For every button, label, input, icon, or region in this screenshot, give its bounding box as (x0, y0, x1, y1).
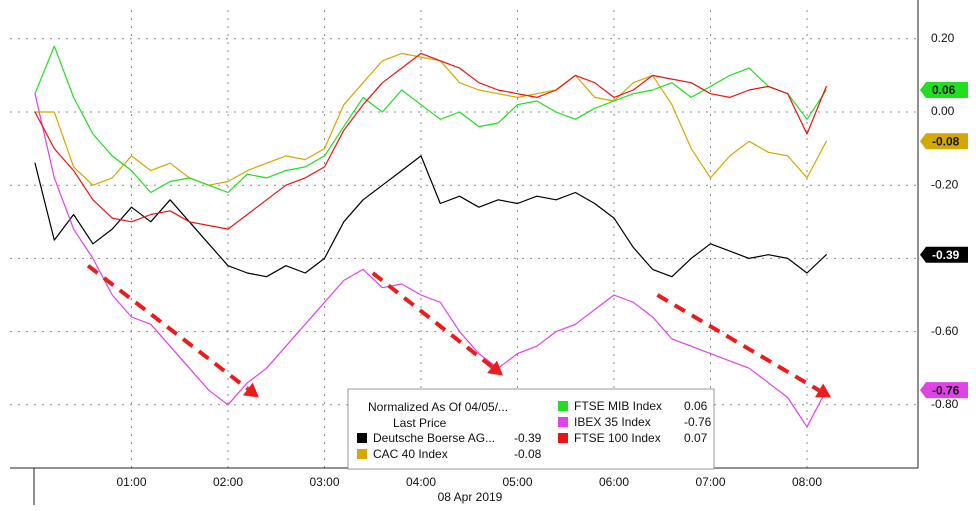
legend-swatch (357, 433, 367, 443)
legend-value: -0.76 (684, 415, 712, 429)
series-group (34, 45, 827, 428)
legend-header-line1: Normalized As Of 04/05/... (368, 400, 508, 414)
last-value-badge-text: -0.76 (932, 383, 960, 397)
legend-swatch (357, 449, 367, 459)
last-value-badge-0: -0.39 (920, 246, 968, 263)
last-value-badge-text: -0.39 (932, 248, 960, 262)
trend-arrow-0 (86, 264, 250, 391)
trend-arrow-head-2 (815, 383, 832, 398)
legend-value: 0.06 (684, 399, 708, 413)
last-value-badge-text: 0.06 (932, 83, 956, 97)
legend-header-line2: Last Price (393, 416, 447, 430)
x-tick-label: 03:00 (309, 475, 339, 489)
y-tick-label: 0.20 (931, 31, 955, 45)
y-tick-label: -0.60 (931, 324, 959, 338)
legend-label: FTSE MIB Index (574, 399, 662, 413)
x-tick-label: 02:00 (213, 475, 243, 489)
legend-value: 0.07 (684, 431, 708, 445)
trend-arrow-2 (656, 293, 821, 393)
series-line-1 (34, 52, 827, 186)
legend-label: IBEX 35 Index (574, 415, 651, 429)
last-value-badge-2: 0.06 (920, 82, 968, 99)
legend-label: FTSE 100 Index (574, 431, 661, 445)
series-line-4 (34, 52, 827, 230)
legend-label: CAC 40 Index (373, 447, 448, 461)
legend: Normalized As Of 04/05/... Last PriceDeut… (347, 388, 715, 470)
x-axis-title: 08 Apr 2019 (438, 490, 503, 504)
last-value-badge-text: -0.08 (932, 134, 960, 148)
y-tick-label: 0.00 (931, 104, 955, 118)
x-tick-label: 05:00 (502, 475, 532, 489)
legend-value: -0.39 (514, 431, 542, 445)
legend-box (347, 388, 715, 470)
series-line-3 (34, 93, 827, 428)
series-line-2 (34, 45, 827, 194)
x-tick-label: 06:00 (599, 475, 629, 489)
x-tick-label: 04:00 (406, 475, 436, 489)
last-value-badge-bg (920, 246, 968, 263)
last-value-badge-bg (920, 133, 968, 150)
y-tick-label: -0.20 (931, 177, 959, 191)
x-tick-label: 07:00 (695, 475, 725, 489)
trend-arrow-head-0 (242, 382, 259, 398)
legend-swatch (558, 417, 568, 427)
last-value-badge-bg (920, 82, 968, 99)
trend-arrow-1 (371, 271, 494, 369)
legend-swatch (558, 401, 568, 411)
last-value-badge-3: -0.76 (920, 382, 968, 399)
series-line-0 (34, 155, 827, 278)
legend-label: Deutsche Boerse AG... (373, 431, 495, 445)
legend-value: -0.08 (514, 447, 542, 461)
x-tick-label: 01:00 (116, 475, 146, 489)
legend-swatch (558, 433, 568, 443)
last-value-badge-bg (920, 382, 968, 399)
x-tick-label: 08:00 (792, 475, 822, 489)
y-tick-label: -0.80 (931, 397, 959, 411)
trend-arrow-head-1 (487, 360, 504, 376)
last-value-badge-1: -0.08 (920, 133, 968, 150)
